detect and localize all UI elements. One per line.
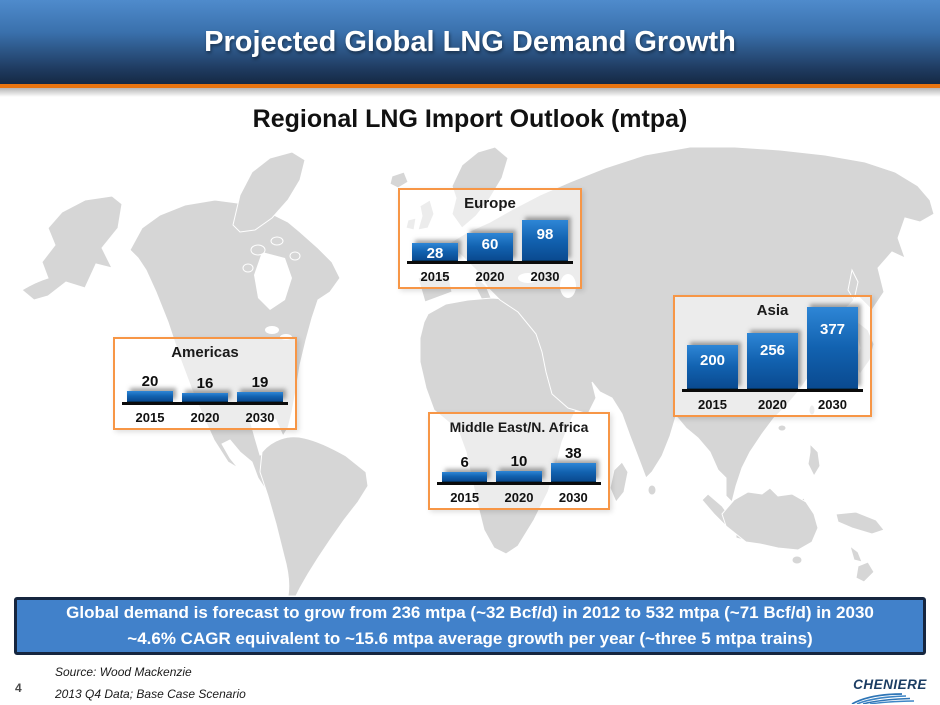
bar-value-label: 60 — [481, 236, 499, 254]
bar-2015 — [442, 472, 488, 482]
bar-2020: 256 — [747, 333, 798, 389]
bar-2015: 200 — [687, 345, 738, 389]
bar-cell-2015: 28 — [412, 243, 458, 261]
banner-line-2: ~4.6% CAGR equivalent to ~15.6 mtpa aver… — [127, 629, 813, 648]
logo-swoosh-icon — [851, 693, 915, 704]
bar-2030 — [550, 463, 596, 482]
years-row: 2015 2020 2030 — [442, 490, 596, 505]
bar-cell-2015: 6 — [442, 454, 488, 482]
header-banner: Projected Global LNG Demand Growth — [0, 0, 940, 84]
bar-2015: 28 — [412, 243, 458, 261]
bar-value-label: 38 — [564, 445, 582, 462]
chart-region-title: Americas — [171, 344, 239, 361]
footer-source: Source: Wood Mackenzie 2013 Q4 Data; Bas… — [55, 662, 246, 705]
bar-cell-2030: 98 — [522, 220, 568, 261]
chart-region-title: Middle East/N. Africa — [449, 419, 589, 435]
chart-asia: Asia 200 256 377 2015 2020 2030 — [673, 295, 872, 417]
year-label: 2020 — [190, 410, 220, 425]
logo-wordmark: CHENIERE — [853, 678, 927, 692]
bar-value-label: 20 — [141, 373, 159, 390]
bar-value-label: 98 — [536, 226, 554, 244]
years-row: 2015 2020 2030 — [127, 410, 283, 425]
bar-cell-2030: 19 — [237, 373, 283, 402]
chart-main-title: Regional LNG Import Outlook (mtpa) — [252, 105, 688, 133]
year-label: 2015 — [135, 410, 165, 425]
bar-2015 — [127, 391, 173, 402]
year-label: 2030 — [818, 397, 847, 412]
bar-value-label: 6 — [460, 454, 469, 471]
chart-axis — [407, 261, 573, 264]
slide-title: Projected Global LNG Demand Growth — [204, 26, 736, 58]
bar-cell-2030: 38 — [550, 445, 596, 482]
chart-plot-area: 200 256 377 2015 2020 2030 — [682, 307, 863, 412]
page-number: 4 — [15, 681, 22, 695]
bar-value-label: 256 — [759, 341, 786, 359]
bar-2030: 98 — [522, 220, 568, 261]
bar-cell-2020: 60 — [467, 232, 513, 261]
bar-value-label: 10 — [510, 452, 528, 470]
bar-value-label: 377 — [819, 320, 846, 338]
map-south-america — [259, 436, 369, 597]
bar-2030: 377 — [807, 307, 858, 389]
bar-value-label: 16 — [196, 375, 214, 392]
chart-axis — [682, 389, 863, 392]
chart-middle-east-n-africa: Middle East/N. Africa 6 10 38 2015 2020 2030 — [428, 412, 610, 510]
year-label: 2020 — [475, 269, 505, 284]
bar-2020: 60 — [467, 232, 513, 261]
bar-cell-2015: 200 — [687, 345, 738, 389]
chart-europe: Europe 28 60 98 2015 2020 2030 — [398, 188, 582, 289]
bars-row: 28 60 98 — [412, 220, 568, 261]
map-greenland-arctic — [232, 151, 306, 273]
chart-plot-area: 20 16 19 2015 2020 2030 — [122, 363, 288, 425]
summary-banner: Global demand is forecast to grow from 2… — [14, 597, 926, 655]
year-label: 2020 — [504, 490, 534, 505]
bars-row: 200 256 377 — [687, 307, 858, 389]
year-label: 2030 — [558, 490, 588, 505]
header-accent-line — [0, 84, 940, 88]
year-label: 2015 — [420, 269, 450, 284]
header-drop-shadow — [0, 88, 940, 97]
bar-cell-2020: 10 — [496, 452, 542, 482]
year-label: 2015 — [450, 490, 480, 505]
map-australia-nz — [721, 487, 875, 583]
chart-axis — [122, 402, 288, 405]
bar-cell-2015: 20 — [127, 374, 173, 402]
chart-plot-area: 6 10 38 2015 2020 2030 — [437, 438, 601, 505]
bar-value-label: 19 — [251, 373, 269, 391]
bar-2020 — [496, 470, 542, 482]
bar-cell-2020: 16 — [182, 376, 228, 402]
chart-plot-area: 28 60 98 2015 2020 2030 — [407, 214, 573, 284]
year-label: 2030 — [530, 269, 560, 284]
years-row: 2015 2020 2030 — [687, 397, 858, 412]
source-line-2: 2013 Q4 Data; Base Case Scenario — [55, 686, 246, 701]
source-line-1: Source: Wood Mackenzie — [55, 665, 192, 679]
chart-axis — [437, 482, 601, 485]
chart-region-title: Asia — [756, 302, 789, 319]
chart-americas: Americas 20 16 19 2015 2020 2030 — [113, 337, 297, 430]
bar-cell-2020: 256 — [747, 333, 798, 389]
bar-cell-2030: 377 — [807, 307, 858, 389]
bar-2030 — [237, 391, 283, 402]
year-label: 2030 — [245, 410, 275, 425]
years-row: 2015 2020 2030 — [412, 269, 568, 284]
bars-row: 6 10 38 — [442, 446, 596, 482]
chart-region-title: Europe — [464, 195, 516, 212]
bar-value-label: 200 — [699, 351, 726, 369]
bars-row: 20 16 19 — [127, 374, 283, 402]
banner-line-1: Global demand is forecast to grow from 2… — [66, 602, 874, 622]
year-label: 2015 — [698, 397, 727, 412]
bar-2020 — [182, 393, 228, 402]
cheniere-logo: CHENIERE — [844, 678, 936, 705]
bar-value-label: 28 — [426, 245, 444, 263]
year-label: 2020 — [758, 397, 787, 412]
